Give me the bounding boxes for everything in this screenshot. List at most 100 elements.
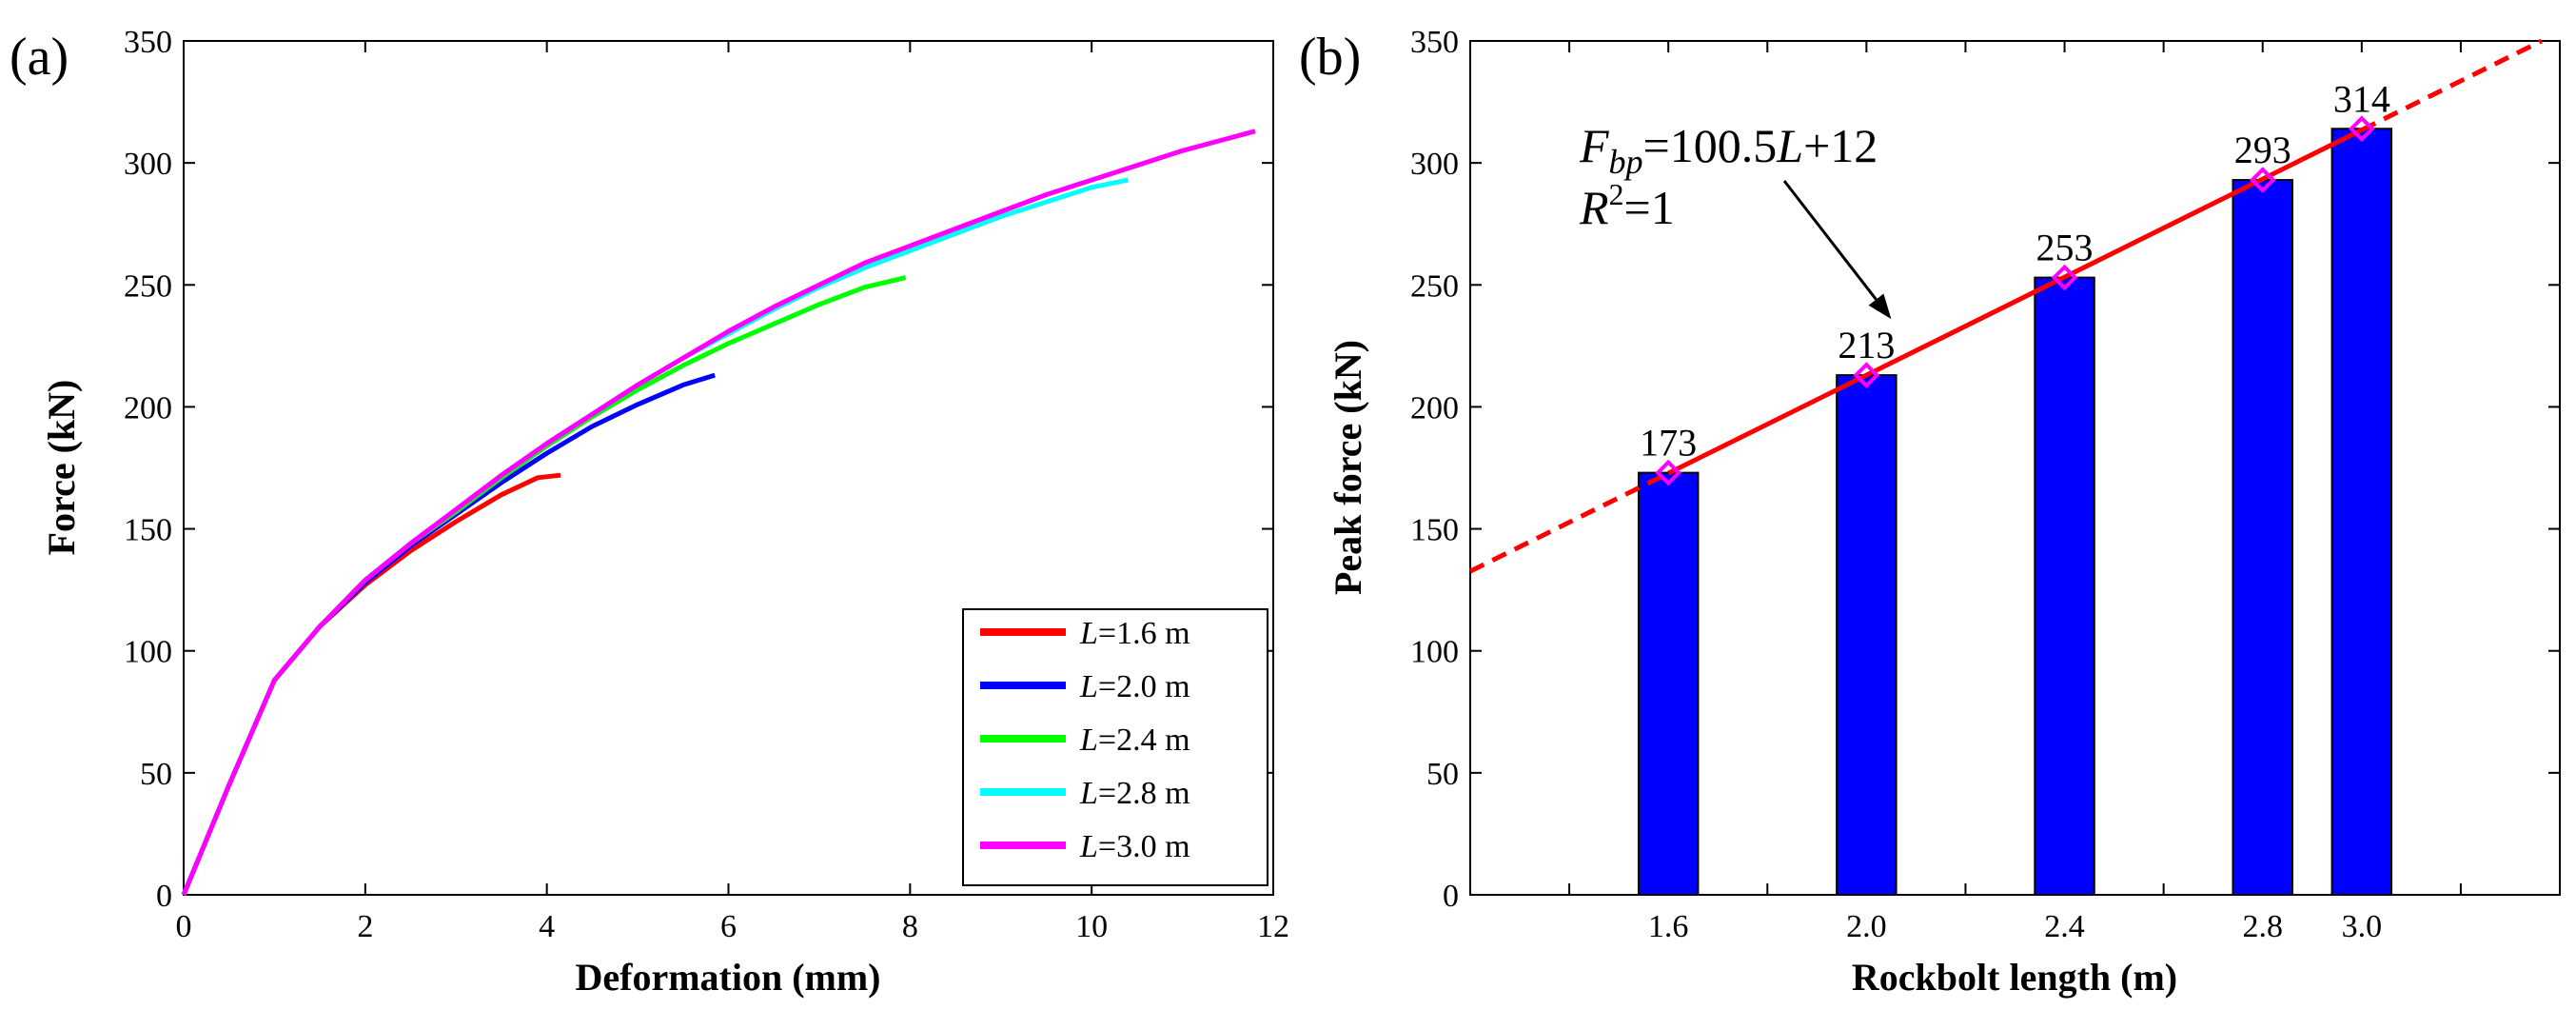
panel-a-label: (a)	[10, 28, 69, 87]
panel-b-y-tick-label: 200	[1410, 390, 1459, 426]
r-superscript: 2	[1609, 177, 1624, 211]
legend-var: L	[1079, 829, 1098, 864]
bar	[2034, 276, 2095, 896]
legend-entry: L=2.8 m	[980, 776, 1190, 811]
eq-var2: L	[1776, 119, 1803, 172]
fit-line-extension-left	[1468, 470, 1670, 574]
panel-b-x-tick-label: 1.6	[1648, 909, 1689, 944]
eq-subscript: bp	[1609, 143, 1643, 181]
panel-a-x-axis-label: Deformation (mm)	[576, 956, 881, 999]
panel-a-y-tick-label: 150	[124, 513, 172, 548]
panel-b-y-tick-label: 250	[1410, 268, 1459, 304]
legend-var: L	[1079, 723, 1098, 758]
panel-a-y-tick-label: 50	[140, 757, 172, 792]
bar	[2232, 179, 2293, 896]
svg-text:L=3.0 m: L=3.0 m	[1079, 829, 1190, 864]
panel-b-y-ticks: 0 50 100 150 200 250 300 350	[1410, 25, 2560, 914]
panel-b-y-tick-label: 150	[1410, 513, 1459, 548]
panel-a-x-tick-label: 0	[176, 909, 192, 944]
panel-a-series-lines	[181, 129, 1256, 896]
data-label: 293	[2234, 129, 2291, 171]
eq-rhs: =100.5	[1643, 119, 1778, 172]
panel-b-plot-frame	[1469, 40, 2561, 896]
legend-var: L	[1079, 616, 1098, 651]
panel-a-y-tick-label: 200	[124, 390, 172, 426]
eq-var: F	[1579, 119, 1609, 172]
legend-var: L	[1079, 776, 1098, 811]
legend-var: L	[1079, 669, 1098, 704]
panel-b-y-axis-label: Peak force (kN)	[1327, 340, 1369, 595]
panel-b-fit-line	[1468, 38, 2543, 574]
panel-b-x-tick-label: 3.0	[2342, 909, 2383, 944]
data-label: 213	[1838, 324, 1895, 366]
legend-entry: L=2.4 m	[980, 723, 1190, 758]
svg-text:L=2.8 m: L=2.8 m	[1079, 776, 1190, 811]
panel-b-markers	[1655, 115, 2375, 486]
r-var: R	[1579, 181, 1609, 234]
panel-a-x-tick-label: 4	[539, 909, 555, 944]
legend-label: =2.0 m	[1098, 669, 1190, 704]
bar	[1836, 374, 1898, 896]
series-line-5	[181, 129, 1256, 896]
panel-b-x-tick-label: 2.8	[2242, 909, 2283, 944]
fit-line-extension-right	[2360, 38, 2543, 132]
svg-text:L=2.0 m: L=2.0 m	[1079, 669, 1190, 704]
series-line-1	[181, 472, 561, 896]
panel-b-x-tick-label: 2.0	[1846, 909, 1887, 944]
eq-tail: +12	[1803, 119, 1878, 172]
data-point-marker	[1853, 362, 1880, 388]
panel-a-y-tick-label: 300	[124, 147, 172, 182]
r-rhs: =1	[1624, 181, 1675, 234]
fit-equation-annotation: Fbp=100.5L+12 R2=1	[1579, 119, 1892, 320]
legend-entry: L=3.0 m	[980, 829, 1190, 864]
panel-a-x-tick-label: 10	[1075, 909, 1108, 944]
panel-a-y-tick-label: 0	[156, 879, 172, 914]
r-squared: R2=1	[1579, 177, 1675, 234]
panel-a-x-tick-label: 12	[1257, 909, 1289, 944]
panel-b-x-ticks: 1.6 2.0 2.4 2.8 3.0	[1568, 41, 2462, 944]
data-point-marker	[2249, 167, 2276, 193]
panel-a: (a) 0 50 100 150 200 250 300 350 0 2 4 6 8 10 12 Defo…	[10, 25, 1289, 999]
data-label: 253	[2036, 227, 2094, 269]
legend-label: =3.0 m	[1098, 829, 1190, 864]
legend-box	[962, 608, 1268, 886]
data-point-marker	[2348, 115, 2375, 143]
data-label: 173	[1640, 422, 1697, 465]
fit-line	[1667, 128, 2363, 476]
panel-b-x-axis-label: Rockbolt length (m)	[1852, 956, 2177, 999]
panel-a-x-ticks: 0 2 4 6 8 10 12	[176, 41, 1289, 944]
panel-a-legend: L=1.6 m L=2.0 m L=2.4 m L=2.8 m L=3.0 m	[962, 608, 1268, 886]
panel-b-label: (b)	[1299, 28, 1361, 87]
panel-a-x-tick-label: 2	[357, 909, 373, 944]
panel-a-y-tick-label: 250	[124, 268, 172, 304]
panel-a-y-axis-label: Force (kN)	[40, 380, 83, 556]
svg-text:L=2.4 m: L=2.4 m	[1079, 723, 1190, 758]
legend-entry: L=1.6 m	[980, 616, 1190, 651]
panel-a-x-tick-label: 8	[902, 909, 918, 944]
data-label: 314	[2333, 77, 2390, 120]
panel-b-x-tick-label: 2.4	[2044, 909, 2085, 944]
series-line-3	[181, 275, 907, 896]
svg-text:L=1.6 m: L=1.6 m	[1079, 616, 1190, 651]
legend-label: =1.6 m	[1098, 616, 1190, 651]
panel-b-y-tick-label: 300	[1410, 147, 1459, 182]
legend-label: =2.8 m	[1098, 776, 1190, 811]
panel-b-bars	[1637, 128, 2393, 896]
bar	[1637, 471, 1700, 896]
panel-b-y-tick-label: 350	[1410, 25, 1459, 60]
legend-label: =2.4 m	[1098, 723, 1190, 758]
panel-a-y-tick-label: 100	[124, 635, 172, 670]
data-point-marker	[1655, 459, 1682, 486]
panel-b-y-tick-label: 100	[1410, 635, 1459, 670]
data-point-marker	[2051, 264, 2078, 291]
legend-entry: L=2.0 m	[980, 669, 1190, 704]
panel-a-x-tick-label: 6	[720, 909, 737, 944]
panel-b-data-labels: 173 213 253 293 314	[1640, 77, 2390, 464]
bar	[2330, 128, 2393, 896]
series-line-2	[181, 372, 716, 896]
panel-b: (b) 0 50 100 150 200 250 300 350 1.6 2.0 2.4 2.8 3.…	[1299, 25, 2561, 999]
panel-b-y-tick-label: 0	[1443, 879, 1459, 914]
panel-a-y-tick-label: 350	[124, 25, 172, 60]
fit-equation: Fbp=100.5L+12	[1579, 119, 1878, 181]
